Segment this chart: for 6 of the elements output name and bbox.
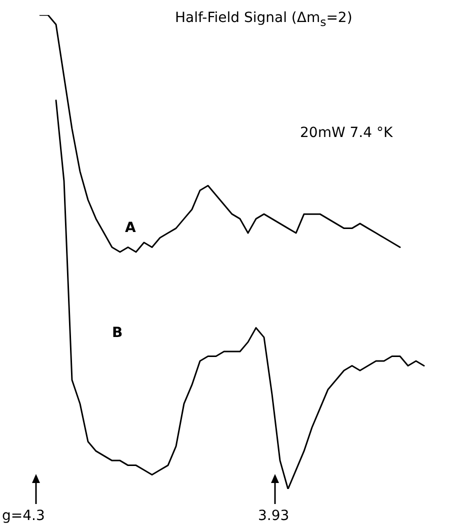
text: B [112,325,123,341]
text: 3.93 [258,508,290,524]
annotation: 20mW 7.4 °K [300,125,393,141]
series-label: A [125,220,136,236]
text: g=4.3 [2,508,45,524]
chart-title: Half-Field Signal (Δm$_{s}$=2) [175,10,352,29]
